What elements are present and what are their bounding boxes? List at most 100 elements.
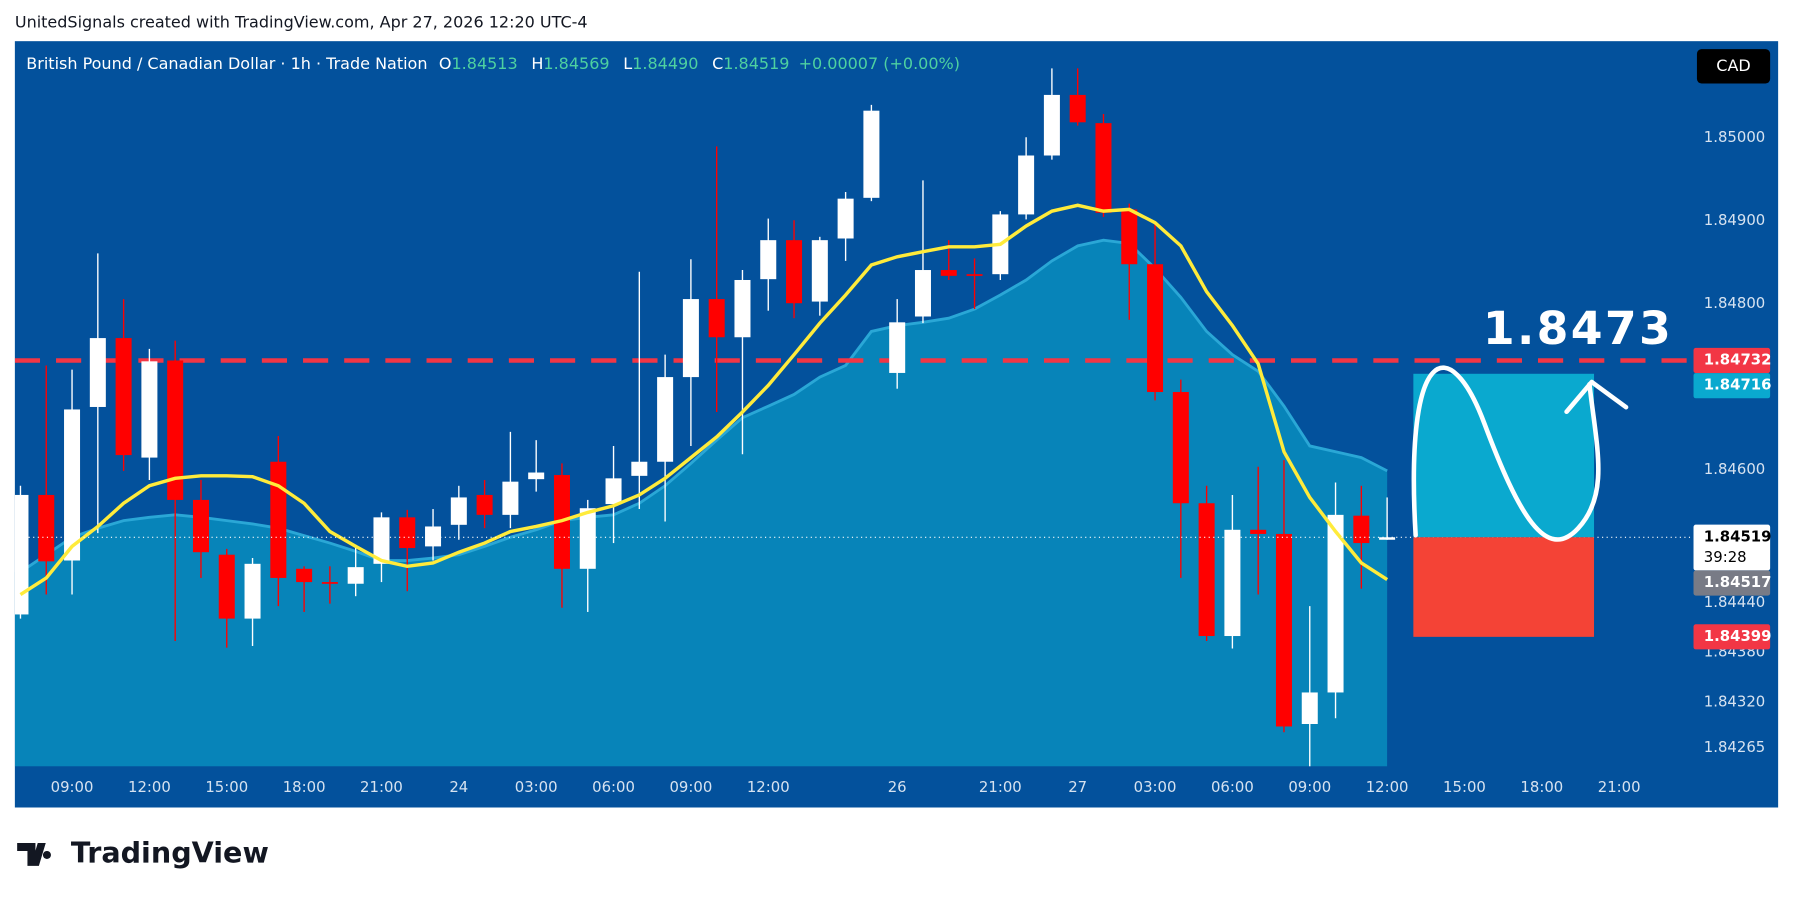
price-tag bbox=[1693, 570, 1771, 596]
candle-body bbox=[1275, 533, 1292, 727]
y-tick-label: 1.84600 bbox=[1704, 460, 1765, 478]
price-tag bbox=[1693, 524, 1771, 571]
price-tag bbox=[1693, 624, 1771, 650]
price-tag-label: 1.84519 bbox=[1704, 527, 1772, 545]
candle-body bbox=[631, 461, 648, 476]
candle-body bbox=[89, 338, 106, 407]
overlay: 1.850001.849001.848001.847001.846001.844… bbox=[51, 128, 1772, 796]
candle-body bbox=[708, 299, 725, 338]
legend-change: +0.00007 (+0.00%) bbox=[799, 54, 960, 73]
candle-body bbox=[837, 198, 854, 239]
candle-body bbox=[218, 554, 235, 619]
candle-body bbox=[1147, 264, 1164, 393]
y-tick-label: 1.84265 bbox=[1704, 738, 1765, 756]
currency-box bbox=[1696, 49, 1771, 84]
price-tag bbox=[1693, 347, 1771, 374]
position-profit bbox=[1413, 373, 1595, 538]
x-tick-label: 26 bbox=[888, 778, 907, 796]
candle-body bbox=[1379, 537, 1396, 540]
candle-body bbox=[244, 563, 261, 619]
candle-body bbox=[966, 274, 983, 276]
candle-body bbox=[450, 497, 467, 525]
candle-body bbox=[1224, 529, 1241, 637]
candle-body bbox=[889, 322, 906, 373]
candle-body bbox=[1095, 123, 1112, 213]
x-tick-label: 09:00 bbox=[1288, 778, 1331, 796]
x-tick-label: 27 bbox=[1068, 778, 1087, 796]
tradingview-logo: TradingView bbox=[17, 835, 269, 869]
x-tick-label: 09:00 bbox=[669, 778, 712, 796]
legend-title: British Pound / Canadian Dollar · 1h · T… bbox=[26, 54, 427, 73]
candle-body bbox=[1172, 392, 1189, 504]
candle-body bbox=[64, 409, 81, 561]
price-tag-label: 1.84517 bbox=[1704, 573, 1772, 591]
candle-body bbox=[270, 461, 287, 578]
candle-body bbox=[760, 240, 777, 280]
position-loss bbox=[1413, 537, 1595, 637]
x-tick-label: 24 bbox=[449, 778, 468, 796]
annotation: 1.8473 bbox=[1483, 302, 1673, 355]
price-tag-label: 1.84732 bbox=[1704, 350, 1772, 368]
x-tick-label: 18:00 bbox=[1520, 778, 1563, 796]
x-tick-label: 09:00 bbox=[51, 778, 94, 796]
x-tick-label: 18:00 bbox=[283, 778, 326, 796]
y-tick-label: 1.84440 bbox=[1704, 593, 1765, 611]
legend-letter: L bbox=[623, 54, 632, 73]
candle-body bbox=[1198, 503, 1215, 637]
countdown: 39:28 bbox=[1704, 548, 1747, 566]
ma-area bbox=[14, 240, 1388, 767]
candle-body bbox=[528, 472, 545, 480]
drawn-curve bbox=[1411, 365, 1601, 542]
price-tag bbox=[1693, 373, 1771, 399]
candle-body bbox=[14, 494, 29, 615]
candle-body bbox=[1250, 529, 1267, 534]
price-tag-label: 1.84716 bbox=[1704, 376, 1772, 394]
candle-body bbox=[1069, 94, 1086, 123]
candle-body bbox=[657, 377, 674, 462]
legend: British Pound / Canadian Dollar · 1h · T… bbox=[26, 54, 960, 73]
legend-value: 1.84569 bbox=[543, 54, 609, 73]
candle-body bbox=[1043, 94, 1060, 156]
y-tick-label: 1.84320 bbox=[1704, 692, 1765, 710]
legend-value: 1.84519 bbox=[723, 54, 789, 73]
watermark-header: UnitedSignals created with TradingView.c… bbox=[15, 12, 588, 31]
x-tick-label: 06:00 bbox=[592, 778, 635, 796]
x-tick-label: 21:00 bbox=[1598, 778, 1641, 796]
candle-body bbox=[115, 338, 132, 456]
x-tick-label: 03:00 bbox=[515, 778, 558, 796]
plot-area bbox=[14, 68, 1691, 767]
y-tick-label: 1.84900 bbox=[1704, 211, 1765, 229]
candle-body bbox=[940, 270, 957, 276]
candle-body bbox=[373, 517, 390, 564]
candle-body bbox=[579, 508, 596, 569]
drawn-arrow bbox=[1564, 379, 1629, 415]
legend-letter: C bbox=[712, 54, 723, 73]
y-tick-label: 1.84800 bbox=[1704, 294, 1765, 312]
candle-body bbox=[347, 567, 364, 584]
x-tick-label: 03:00 bbox=[1134, 778, 1177, 796]
candle-body bbox=[192, 499, 209, 553]
currency-label: CAD bbox=[1716, 56, 1750, 75]
candle-body bbox=[863, 110, 880, 198]
candle-body bbox=[605, 478, 622, 505]
candle-body bbox=[296, 568, 313, 583]
ma-line bbox=[19, 203, 1389, 596]
candle-body bbox=[476, 494, 493, 515]
x-tick-label: 15:00 bbox=[205, 778, 248, 796]
candle-body bbox=[321, 582, 338, 584]
candle-body bbox=[734, 279, 751, 338]
x-tick-label: 12:00 bbox=[747, 778, 790, 796]
x-tick-label: 21:00 bbox=[979, 778, 1022, 796]
x-tick-label: 15:00 bbox=[1443, 778, 1486, 796]
candle-body bbox=[502, 481, 519, 515]
x-tick-label: 12:00 bbox=[128, 778, 171, 796]
x-tick-label: 21:00 bbox=[360, 778, 403, 796]
legend-value: 1.84490 bbox=[632, 54, 698, 73]
candle-body bbox=[1121, 209, 1138, 265]
candle-body bbox=[399, 517, 416, 549]
candle-body bbox=[1301, 692, 1318, 724]
candle-body bbox=[1327, 514, 1344, 693]
candle-body bbox=[811, 240, 828, 302]
y-tick-label: 1.85000 bbox=[1704, 128, 1765, 146]
